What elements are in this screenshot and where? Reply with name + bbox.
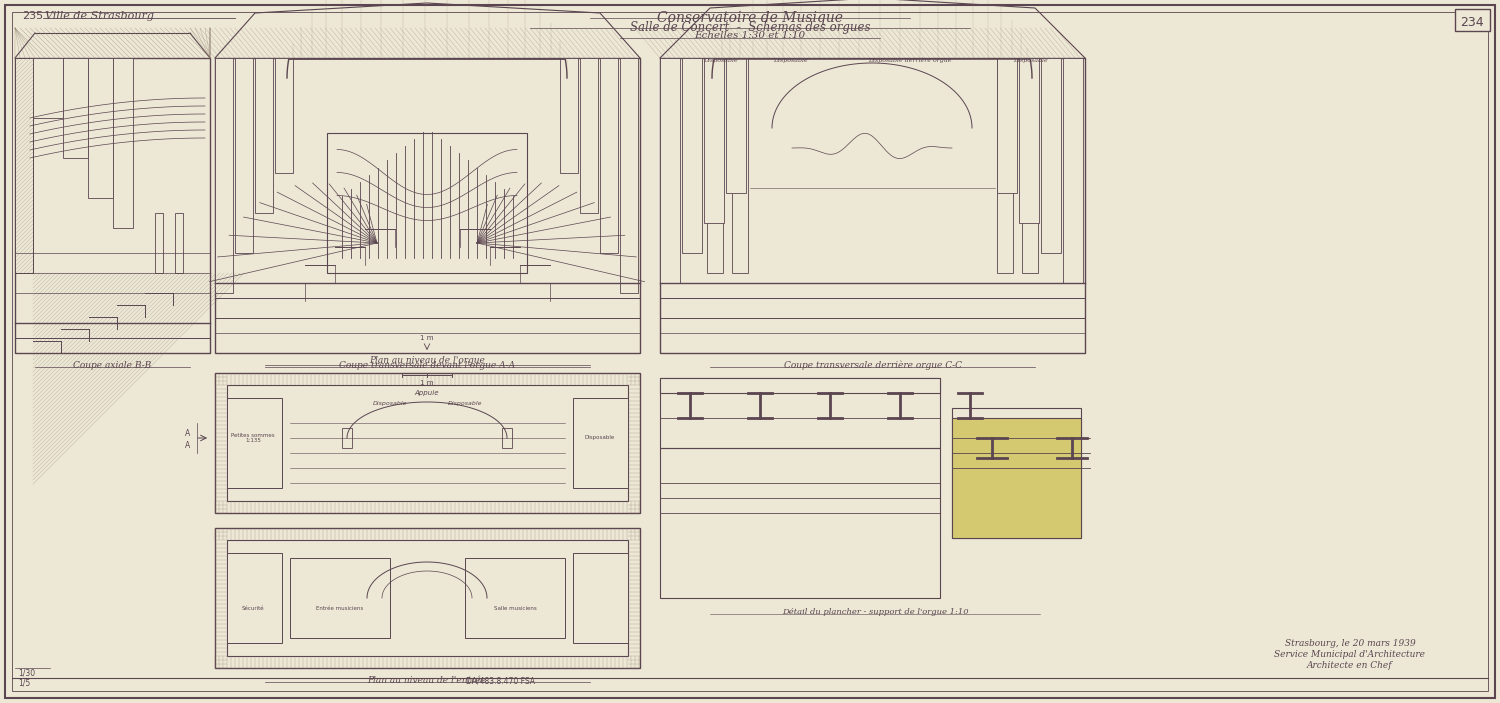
- Text: Détail du plancher - support de l'orgue 1:10: Détail du plancher - support de l'orgue …: [782, 608, 969, 616]
- Text: Ville de Strasbourg: Ville de Strasbourg: [45, 11, 154, 21]
- Bar: [660, 378, 939, 448]
- Bar: [952, 408, 1082, 538]
- Bar: [226, 553, 282, 643]
- Bar: [255, 58, 273, 213]
- Bar: [560, 58, 578, 173]
- Bar: [226, 398, 282, 488]
- Text: Entrée musiciens: Entrée musiciens: [316, 605, 363, 610]
- Bar: [214, 58, 640, 353]
- Bar: [15, 58, 33, 273]
- Bar: [88, 58, 112, 198]
- Text: Plan au niveau de l'entrée: Plan au niveau de l'entrée: [368, 676, 486, 685]
- Bar: [63, 58, 88, 158]
- Bar: [998, 58, 1017, 193]
- Bar: [660, 378, 939, 393]
- Text: Coupe axiale B-B: Coupe axiale B-B: [74, 361, 152, 370]
- Bar: [15, 58, 210, 353]
- Bar: [226, 385, 628, 501]
- Text: A: A: [184, 429, 190, 437]
- Bar: [1455, 9, 1490, 31]
- Bar: [154, 213, 164, 273]
- Bar: [214, 528, 640, 668]
- Text: DA/483.8.470 FSA: DA/483.8.470 FSA: [465, 676, 534, 685]
- Text: 1/5: 1/5: [18, 678, 30, 688]
- Text: Service Municipal d'Architecture: Service Municipal d'Architecture: [1275, 650, 1425, 659]
- Text: 234: 234: [1460, 16, 1484, 29]
- Bar: [704, 58, 724, 223]
- Text: Plan au niveau de l'orgue: Plan au niveau de l'orgue: [369, 356, 484, 365]
- Bar: [1064, 58, 1083, 283]
- Bar: [214, 373, 640, 513]
- Bar: [342, 428, 352, 448]
- Bar: [660, 58, 680, 283]
- Text: Disposable: Disposable: [772, 58, 807, 63]
- Bar: [1041, 58, 1060, 253]
- Text: Coupe transversale devant l'orgue A-A: Coupe transversale devant l'orgue A-A: [339, 361, 516, 370]
- Bar: [226, 540, 628, 656]
- Bar: [952, 418, 1082, 538]
- Text: 1/30: 1/30: [18, 669, 34, 678]
- Bar: [726, 58, 746, 193]
- Bar: [573, 553, 628, 643]
- Text: Disposable: Disposable: [585, 435, 615, 441]
- Text: Coupe transversale derrière orgue C-C: Coupe transversale derrière orgue C-C: [783, 361, 962, 370]
- Text: Salle musiciens: Salle musiciens: [494, 605, 537, 610]
- Text: Sécurité: Sécurité: [242, 605, 264, 610]
- Bar: [1022, 58, 1038, 273]
- Bar: [274, 58, 292, 173]
- Bar: [660, 58, 1084, 353]
- Bar: [573, 398, 628, 488]
- Bar: [176, 213, 183, 273]
- Bar: [998, 58, 1012, 273]
- Bar: [503, 428, 512, 448]
- Bar: [290, 558, 390, 638]
- Text: 1 m: 1 m: [420, 380, 434, 386]
- Text: Strasbourg, le 20 mars 1939: Strasbourg, le 20 mars 1939: [1284, 639, 1416, 648]
- Text: Disposable derrière orgue: Disposable derrière orgue: [868, 58, 951, 63]
- Text: 235: 235: [22, 11, 44, 21]
- Text: Salle de Concert  -  Schémas des orgues: Salle de Concert - Schémas des orgues: [630, 21, 870, 34]
- Text: Disposable: Disposable: [702, 58, 738, 63]
- Bar: [465, 558, 566, 638]
- Text: Architecte en Chef: Architecte en Chef: [1306, 661, 1394, 670]
- Bar: [732, 58, 748, 273]
- Text: Disposable: Disposable: [372, 401, 406, 406]
- Text: Conservatoire de Musique: Conservatoire de Musique: [657, 11, 843, 25]
- Text: A: A: [184, 441, 190, 449]
- Text: Disposable: Disposable: [447, 401, 483, 406]
- Bar: [600, 58, 618, 253]
- Bar: [214, 58, 232, 293]
- Bar: [236, 58, 254, 253]
- Bar: [580, 58, 598, 213]
- Bar: [112, 58, 134, 228]
- Bar: [33, 58, 63, 118]
- Bar: [660, 448, 939, 598]
- Text: Échelles 1:30 et 1:10: Échelles 1:30 et 1:10: [694, 31, 806, 40]
- Text: Appuie: Appuie: [414, 390, 440, 396]
- Bar: [682, 58, 702, 253]
- Bar: [620, 58, 638, 293]
- Bar: [706, 58, 723, 273]
- Text: Disposable: Disposable: [1013, 58, 1047, 63]
- Text: 1 m: 1 m: [420, 335, 434, 341]
- Text: Petites sommes
1:135: Petites sommes 1:135: [231, 432, 274, 444]
- Bar: [327, 133, 526, 273]
- Bar: [1019, 58, 1040, 223]
